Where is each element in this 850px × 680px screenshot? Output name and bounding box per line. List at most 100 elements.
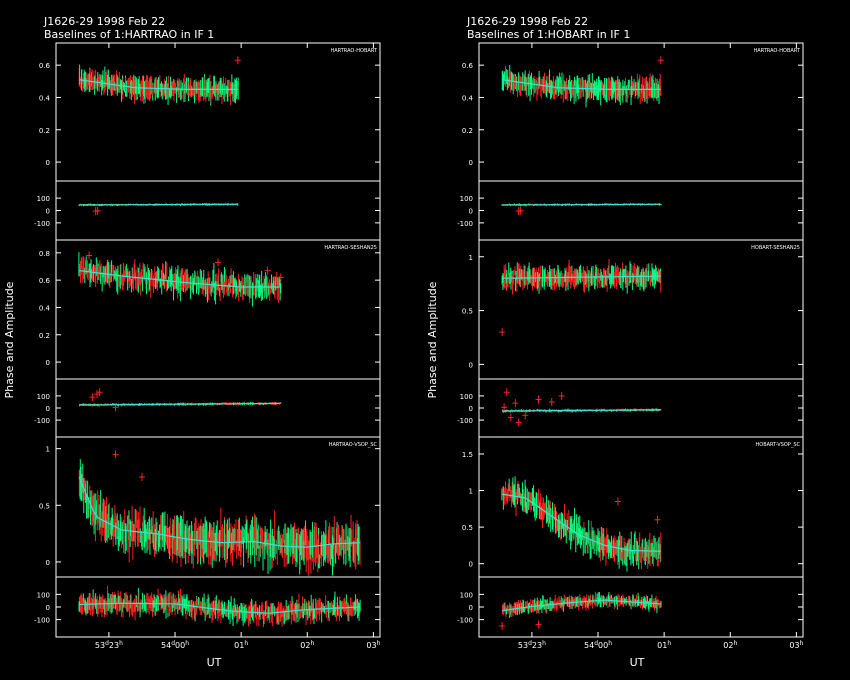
y-tick-label: 0: [46, 359, 50, 367]
outlier-point: [654, 515, 661, 524]
y-tick-label: 0: [46, 159, 50, 167]
outlier-point: [178, 282, 185, 291]
y-axis-label: Phase and Amplitude: [426, 281, 439, 398]
model-curve: [79, 203, 238, 206]
outlier-point: [138, 472, 145, 481]
y-tick-label: 0.2: [462, 127, 473, 135]
outlier-point: [94, 206, 101, 215]
x-tick-label: 54d00h: [161, 640, 189, 650]
outlier-point: [614, 497, 621, 506]
x-tick-label: 03h: [789, 640, 803, 650]
model-curve: [502, 599, 661, 612]
model-curve: [78, 476, 361, 548]
y-tick-label: 0.4: [462, 94, 474, 102]
panels: 53d23h 54d00h 01h 02h 03h HARTRAO-HOBART 0 0.2 0…: [457, 42, 804, 650]
x-axis-label: UT: [630, 656, 645, 669]
y-tick-label: -100: [457, 617, 473, 625]
outlier-point: [501, 403, 508, 412]
y-tick-label: 0.6: [462, 62, 474, 70]
outlier-point: [93, 390, 100, 399]
y-tick-label: 100: [460, 195, 473, 203]
outlier-point: [548, 397, 555, 406]
outlier-point: [112, 450, 119, 459]
y-tick-label: 0: [469, 208, 473, 216]
y-tick-label: 1: [469, 488, 473, 496]
outlier-point: [501, 279, 508, 288]
y-tick-label: 0.5: [462, 524, 473, 532]
model-curve: [502, 493, 661, 552]
plot-frame: [478, 42, 804, 638]
outlier-point: [503, 282, 510, 291]
y-tick-label: 0: [469, 604, 473, 612]
y-tick-label: 0.2: [39, 127, 50, 135]
x-tick-label: 01h: [234, 640, 248, 650]
y-tick-label: 0: [469, 159, 473, 167]
outlier-point: [234, 56, 241, 65]
y-tick-label: 100: [37, 195, 50, 203]
y-tick-label: 0: [469, 405, 473, 413]
model-curve: [502, 203, 661, 206]
model-curve: [79, 402, 281, 406]
baseline-label: HOBART-SESHAN25: [751, 245, 800, 251]
outlier-point: [535, 395, 542, 404]
y-tick-label: 1: [469, 254, 473, 262]
x-tick-label: 01h: [657, 640, 671, 650]
model-curve: [79, 270, 281, 288]
y-tick-label: 0: [469, 561, 473, 569]
outlier-point: [522, 411, 529, 420]
baseline-label: HARTRAO-VSOP_SC: [329, 442, 378, 448]
plot-title: J1626-29 1998 Feb 22: [466, 15, 588, 28]
baseline-label: HARTRAO-HOBART: [330, 48, 377, 54]
y-tick-label: 0.6: [39, 62, 51, 70]
model-curve: [79, 79, 238, 90]
baseline-label: HARTRAO-HOBART: [753, 48, 800, 54]
x-tick-label: 54d00h: [584, 640, 612, 650]
panels: 53d23h 54d00h 01h 02h 03h HARTRAO-HOBART 0 0.2 0…: [34, 42, 381, 650]
outlier-point: [512, 399, 519, 408]
outlier-point: [89, 393, 96, 402]
y-tick-label: 100: [460, 591, 473, 599]
y-tick-label: 0.2: [39, 332, 50, 340]
outlier-point: [507, 413, 514, 422]
y-tick-label: 100: [460, 393, 473, 401]
outlier-point: [535, 620, 542, 629]
y-tick-label: 0: [46, 559, 50, 567]
y-axis-label: Phase and Amplitude: [3, 281, 16, 398]
outlier-point: [277, 273, 284, 282]
y-tick-label: -100: [457, 417, 473, 425]
outlier-point: [517, 206, 524, 215]
outlier-point: [499, 621, 506, 630]
x-tick-label: 02h: [300, 640, 314, 650]
y-tick-label: 0: [469, 361, 473, 369]
model-curve: [502, 409, 661, 412]
y-tick-label: 0: [46, 405, 50, 413]
y-tick-label: -100: [34, 617, 50, 625]
model-curve: [502, 275, 661, 279]
y-tick-label: 0: [46, 208, 50, 216]
outlier-point: [503, 388, 510, 397]
plot-right: J1626-29 1998 Feb 22 Baselines of 1:HOBA…: [426, 15, 804, 669]
y-tick-label: 0.4: [39, 304, 51, 312]
outlier-point: [86, 251, 93, 260]
y-tick-label: 1.5: [462, 451, 473, 459]
outlier-point: [96, 388, 103, 397]
y-tick-label: 0: [46, 604, 50, 612]
outlier-point: [215, 258, 221, 267]
x-tick-label: 03h: [366, 640, 380, 650]
outlier-point: [515, 418, 522, 427]
model-curve: [79, 602, 361, 614]
outlier-point: [499, 328, 506, 337]
y-tick-label: 0.4: [39, 94, 51, 102]
outlier-point: [657, 56, 664, 65]
y-tick-label: -100: [457, 220, 473, 228]
baseline-label: HARTRAO-SESHAN25: [324, 245, 377, 251]
plot-subtitle: Baselines of 1:HOBART in IF 1: [467, 28, 630, 41]
x-tick-label: 02h: [723, 640, 737, 650]
y-tick-label: 0.5: [39, 502, 50, 510]
plot-title: J1626-29 1998 Feb 22: [43, 15, 165, 28]
baseline-label: HOBART-VSOP_SC: [756, 442, 801, 448]
y-tick-label: -100: [34, 220, 50, 228]
y-tick-label: 0.5: [462, 308, 473, 316]
y-tick-label: 100: [37, 591, 50, 599]
